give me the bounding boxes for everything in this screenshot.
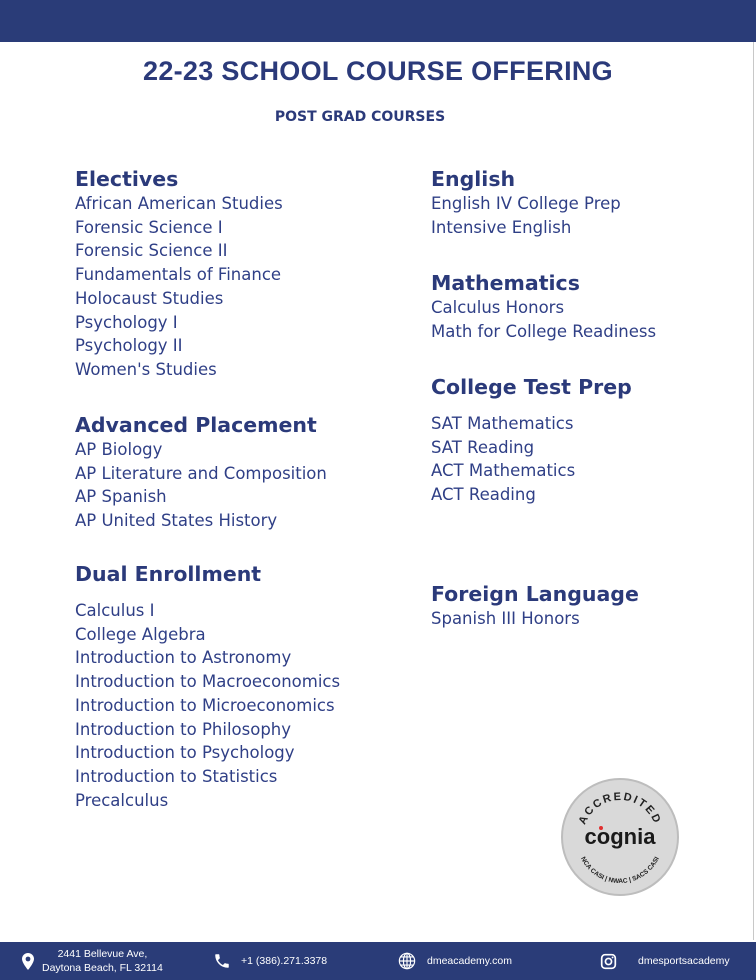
svg-text:cognia: cognia: [585, 824, 657, 849]
footer-website: dmeacademy.com: [398, 942, 512, 980]
course-item: Introduction to Macroeconomics: [75, 672, 341, 692]
course-item: Spanish III Honors: [431, 609, 580, 628]
website-link[interactable]: dmeacademy.com: [427, 955, 513, 967]
footer-address: 2441 Bellevue Ave, Daytona Beach, FL 321…: [22, 942, 163, 980]
course-item: Calculus I: [75, 601, 155, 620]
course-item: Introduction to Psychology: [75, 743, 295, 763]
course-item: Holocaust Studies: [75, 288, 224, 308]
instagram-icon: [600, 953, 617, 969]
course-item: Women's Studies: [75, 359, 217, 379]
course-item: SAT Reading: [431, 437, 535, 457]
course-item: African American Studies: [75, 194, 283, 213]
address-line1: 2441 Bellevue Ave,: [57, 948, 148, 960]
course-item: Fundamentals of Finance: [75, 265, 282, 285]
svg-text:ACCREDITED: ACCREDITED: [577, 791, 664, 827]
phone-icon: [215, 954, 229, 968]
course-list: Calculus Honors Math for College Readines…: [431, 296, 656, 343]
section-heading: English: [431, 167, 516, 191]
course-item: Math for College Readiness: [431, 321, 657, 341]
section-heading: Foreign Language: [431, 582, 639, 606]
section-english: English English IV College Prep Intensive …: [431, 166, 621, 239]
course-item: SAT Mathematics: [431, 414, 574, 433]
course-item: Forensic Science I: [75, 217, 223, 237]
map-pin-icon: [22, 952, 34, 970]
section-heading: Advanced Placement: [75, 413, 317, 437]
footer-instagram: dmesportsacademy: [600, 942, 730, 980]
course-item: Introduction to Astronomy: [75, 648, 292, 668]
footer-phone: +1 (386).271.3378: [213, 942, 327, 980]
course-item: Psychology II: [75, 336, 183, 356]
phone-number[interactable]: +1 (386).271.3378: [241, 955, 328, 967]
course-item: Forensic Science II: [75, 241, 228, 261]
course-item: Psychology I: [75, 312, 178, 332]
course-item: College Algebra: [75, 624, 206, 644]
course-item: ACT Reading: [431, 485, 536, 505]
course-list: SAT Mathematics SAT Reading ACT Mathematic…: [431, 412, 632, 507]
course-list: African American Studies Forensic Science…: [75, 192, 283, 382]
section-electives: Electives African American Studies Forensi…: [75, 166, 283, 382]
page-title: 22-23 SCHOOL COURSE OFFERING: [143, 56, 613, 86]
header-bar: [0, 0, 756, 42]
course-item: AP Biology: [75, 440, 163, 459]
course-list: Calculus I College Algebra Introduction to…: [75, 599, 340, 812]
course-item: Precalculus: [75, 790, 169, 810]
page-subtitle: POST GRAD COURSES: [274, 109, 446, 125]
course-list: English IV College Prep Intensive English: [431, 192, 621, 239]
section-mathematics: Mathematics Calculus Honors Math for Colle…: [431, 270, 656, 343]
course-list: Spanish III Honors: [431, 607, 639, 631]
section-heading: College Test Prep: [431, 375, 632, 399]
course-item: AP Spanish: [75, 487, 167, 507]
footer-bar: 2441 Bellevue Ave, Daytona Beach, FL 321…: [0, 942, 756, 980]
cognia-accreditation-seal: ACCREDITED cognia NCA CASI | NWAC | SACS…: [561, 778, 679, 896]
section-dual-enrollment: Dual Enrollment Calculus I College Algebra…: [75, 561, 340, 812]
globe-icon: [398, 952, 416, 970]
instagram-handle[interactable]: dmesportsacademy: [638, 955, 730, 967]
section-college-test-prep: College Test Prep SAT Mathematics SAT Read…: [431, 374, 632, 507]
course-item: Introduction to Philosophy: [75, 719, 292, 739]
course-item: Introduction to Microeconomics: [75, 695, 335, 715]
course-item: Calculus Honors: [431, 298, 565, 317]
page-border: [753, 42, 754, 940]
section-heading: Mathematics: [431, 271, 580, 295]
course-item: AP Literature and Composition: [75, 463, 327, 483]
section-heading: Electives: [75, 167, 179, 191]
section-foreign-language: Foreign Language Spanish III Honors: [431, 581, 639, 631]
address-line2: Daytona Beach, FL 32114: [42, 962, 163, 974]
course-item: Introduction to Statistics: [75, 766, 278, 786]
course-item: English IV College Prep: [431, 194, 621, 213]
course-item: Intensive English: [431, 217, 572, 237]
course-list: AP Biology AP Literature and Composition A…: [75, 438, 327, 533]
svg-text:NCA CASI | NWAC | SACS CASI: NCA CASI | NWAC | SACS CASI: [579, 856, 661, 885]
course-item: ACT Mathematics: [431, 461, 576, 481]
course-item: AP United States History: [75, 511, 278, 531]
section-heading: Dual Enrollment: [75, 562, 262, 586]
section-advanced-placement: Advanced Placement AP Biology AP Literatur…: [75, 412, 327, 533]
